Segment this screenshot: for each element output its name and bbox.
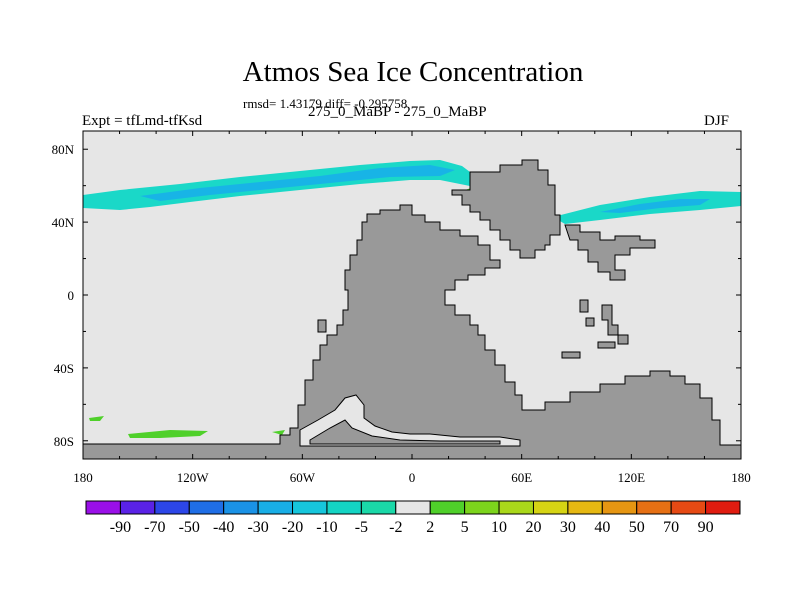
- x-tick-label: 0: [409, 470, 416, 485]
- colorbar-swatch: [464, 500, 500, 515]
- y-tick-label: 80S: [54, 434, 74, 449]
- colorbar-label: -90: [110, 519, 131, 536]
- colorbar: -90 -70 -50 -40 -30 -20 -10 -5 -2 2 5 10 20 30 40 50 70 9…: [85, 500, 741, 536]
- colorbar-label: 20: [525, 519, 541, 536]
- colorbar-swatch: [154, 500, 190, 515]
- land-island-3: [585, 317, 595, 327]
- land-north-block: [451, 159, 561, 259]
- season-label: DJF: [704, 113, 730, 129]
- y-tick-label: 40N: [52, 215, 75, 230]
- x-tick-label: 60W: [290, 470, 316, 485]
- land-main-continent: [82, 204, 742, 460]
- colorbar-swatch: [292, 500, 328, 515]
- colorbar-label: 5: [461, 519, 469, 536]
- colorbar-label: -40: [213, 519, 234, 536]
- x-tick-label: 120E: [618, 470, 646, 485]
- x-tick-label: 180: [731, 470, 751, 485]
- colorbar-label: 10: [491, 519, 507, 536]
- colorbar-label: 40: [594, 519, 610, 536]
- colorbar-swatch: [360, 500, 397, 515]
- land-island-1: [579, 299, 589, 313]
- land-island-4: [597, 341, 616, 349]
- experiment-label: Expt = tfLmd-tfKsd: [82, 113, 203, 129]
- colorbar-label: -30: [247, 519, 268, 536]
- colorbar-label: -50: [179, 519, 200, 536]
- x-tick-label: 120W: [177, 470, 210, 485]
- colorbar-swatch: [326, 500, 362, 515]
- land-island-5: [561, 351, 581, 359]
- x-tick-label: 60E: [511, 470, 532, 485]
- land-island-6: [617, 334, 629, 345]
- y-tick-label: 40S: [54, 361, 74, 376]
- colorbar-swatch: [636, 500, 672, 515]
- period-label: 275_0_MaBP - 275_0_MaBP: [308, 104, 487, 120]
- southern-green-dot-2: [272, 430, 285, 435]
- colorbar-swatch: [188, 500, 225, 515]
- land-east-peninsula: [564, 224, 656, 281]
- y-tick-label: 80N: [52, 142, 75, 157]
- colorbar-label: 90: [698, 519, 714, 536]
- colorbar-swatch: [532, 500, 569, 515]
- axes: 180 120W 60W 0 60E 120E 180 80N 40N 0 40S 80S: [52, 131, 751, 485]
- colorbar-swatch: [670, 500, 707, 515]
- colorbar-swatch: [119, 500, 156, 515]
- southern-green-dot: [89, 416, 104, 421]
- colorbar-label: 70: [663, 519, 679, 536]
- colorbar-swatch: [257, 500, 294, 515]
- x-tick-label: 180: [73, 470, 93, 485]
- southern-green-streak: [128, 430, 208, 438]
- colorbar-swatch: [567, 500, 603, 515]
- colorbar-swatch: [429, 500, 466, 515]
- colorbar-label: 2: [426, 519, 434, 536]
- colorbar-swatch: [223, 500, 259, 515]
- colorbar-label: 30: [560, 519, 576, 536]
- y-tick-label: 0: [68, 288, 75, 303]
- northern-band-west-core: [140, 165, 455, 201]
- chart-title: Atmos Sea Ice Concentration: [242, 56, 584, 88]
- colorbar-swatch: [498, 500, 534, 515]
- colorbar-swatch: [395, 500, 431, 515]
- stats-label: rmsd= 1.43179 diff= -0.295758: [243, 96, 408, 111]
- antarctic-inner-land: [309, 419, 501, 445]
- colorbar-label: -2: [389, 519, 402, 536]
- northern-band-east-core: [600, 199, 710, 213]
- colorbar-label: -5: [355, 519, 368, 536]
- colorbar-swatch: [85, 500, 121, 515]
- colorbar-label: -70: [144, 519, 165, 536]
- land-island-7: [317, 319, 327, 333]
- land-mask: [82, 159, 742, 460]
- colorbar-swatch: [601, 500, 638, 515]
- colorbar-swatch: [705, 500, 741, 515]
- colorbar-label: -20: [282, 519, 303, 536]
- colorbar-label: -10: [316, 519, 337, 536]
- colorbar-label: 50: [629, 519, 645, 536]
